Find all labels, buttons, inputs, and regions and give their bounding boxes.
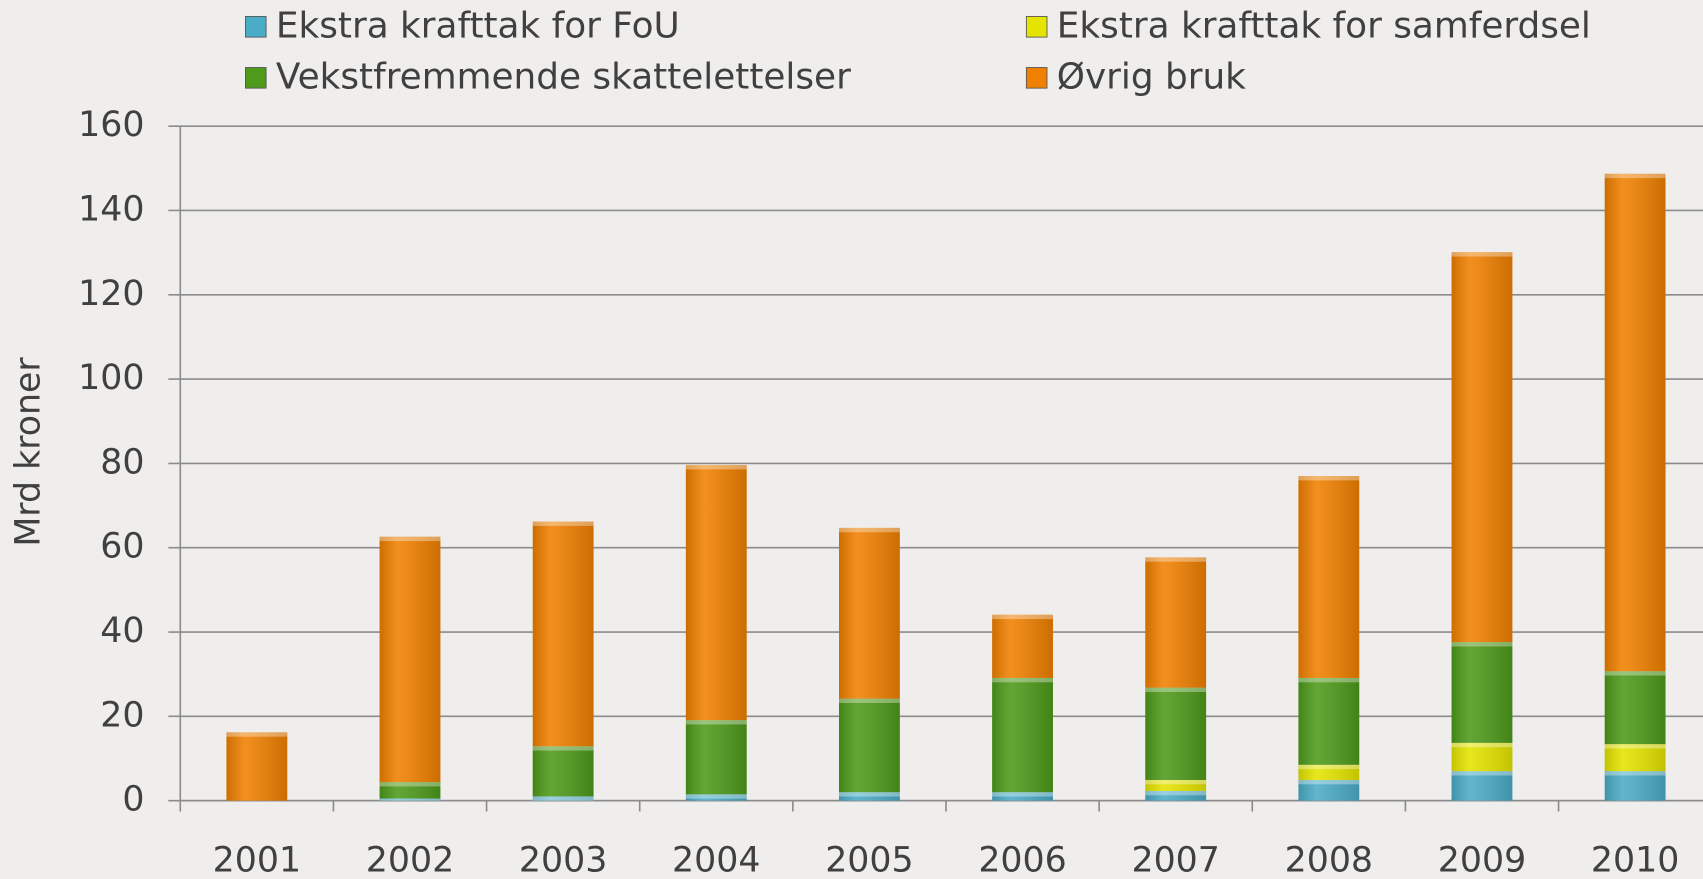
bar-shade [532, 521, 594, 747]
bar-cap [1145, 779, 1207, 785]
x-tick-label: 2002 [366, 840, 454, 879]
y-tick-label: 140 [78, 189, 144, 229]
bar-shade [839, 792, 900, 801]
bar-shade [839, 527, 900, 699]
bar-shade [1604, 771, 1666, 801]
legend-swatch [1025, 16, 1048, 38]
bar-shade [1145, 790, 1207, 801]
bar-shade [992, 614, 1053, 678]
bar-shade [1451, 642, 1513, 743]
y-tick-label: 0 [122, 780, 144, 820]
y-tick-label: 40 [100, 611, 144, 651]
bar-cap [839, 527, 900, 533]
bar-cap [1298, 677, 1360, 683]
bar-cap [1451, 252, 1513, 257]
bar-cap [379, 782, 441, 787]
bar-cap [1145, 687, 1207, 692]
x-tick-label: 2010 [1591, 840, 1679, 879]
bar-shade [379, 782, 441, 799]
bar-cap [992, 677, 1053, 683]
bar-shade [379, 536, 441, 783]
bar-cap [1451, 742, 1513, 748]
legend-label: Ekstra krafttak for FoU [276, 5, 680, 46]
x-tick-label: 2003 [519, 840, 607, 879]
y-tick-label: 80 [100, 442, 144, 482]
bar-shade [1298, 779, 1360, 801]
bar-cap [1298, 779, 1360, 785]
bar-shade [532, 796, 594, 801]
legend-swatch [1025, 67, 1048, 89]
bar-cap [532, 796, 594, 801]
bar-shade [1298, 764, 1360, 780]
x-tick-label: 2009 [1438, 840, 1526, 879]
x-tick-label: 2008 [1285, 840, 1373, 879]
bar-shade [226, 732, 288, 801]
legend-label: Ekstra krafttak for samferdsel [1057, 5, 1591, 46]
bar-shade [1145, 779, 1207, 791]
bar-shade [1298, 476, 1360, 678]
legend-swatch [245, 16, 267, 38]
y-axis-label: Mrd kroner [8, 357, 48, 547]
bar-shade [685, 794, 747, 801]
bar-cap [839, 792, 900, 797]
legend-label: Vekstfremmende skattelettelser [276, 56, 851, 97]
bar-shade [1604, 744, 1666, 772]
y-tick-label: 20 [100, 695, 144, 735]
bar-cap [1604, 173, 1666, 179]
bar-shade [379, 798, 441, 801]
x-tick-label: 2006 [978, 840, 1066, 879]
bar-shade [1145, 557, 1207, 688]
bar-cap [839, 698, 900, 703]
bar-shade [992, 792, 1053, 801]
bar-cap [685, 794, 747, 799]
bar-shade [685, 465, 747, 721]
bar-shade [1451, 252, 1513, 643]
y-tick-label: 160 [78, 105, 144, 145]
y-tick-label: 120 [78, 274, 144, 314]
y-tick-label: 100 [78, 358, 144, 398]
x-tick-label: 2004 [672, 840, 760, 879]
bar-cap [379, 536, 441, 542]
bar-cap [1298, 476, 1360, 481]
x-tick-label: 2001 [213, 840, 301, 879]
bar-cap [532, 521, 594, 526]
y-tick-label: 60 [100, 527, 144, 567]
bar-shade [1451, 742, 1513, 772]
bar-cap [992, 614, 1053, 620]
bar-cap [226, 732, 288, 737]
bar-shade [1451, 771, 1513, 801]
bar-cap [1451, 642, 1513, 647]
bar-shade [839, 698, 900, 793]
bar-cap [685, 465, 747, 470]
bar-shade [992, 677, 1053, 793]
bar-cap [379, 798, 441, 801]
bar-cap [1145, 557, 1207, 562]
bar-cap [1451, 771, 1513, 776]
bar-cap [1604, 771, 1666, 776]
x-tick-label: 2007 [1131, 840, 1219, 879]
bar-cap [1298, 764, 1360, 770]
bar-cap [532, 746, 594, 751]
bar-shade [1145, 687, 1207, 780]
legend-label: Øvrig bruk [1057, 56, 1246, 97]
legend-swatch [245, 67, 267, 89]
x-tick-label: 2005 [825, 840, 913, 879]
bar-shade [1604, 671, 1666, 745]
bar-shade [1604, 173, 1666, 672]
bar-cap [685, 720, 747, 725]
bar-shade [1298, 677, 1360, 765]
bar-shade [685, 720, 747, 795]
bar-cap [1604, 671, 1666, 676]
bar-cap [1604, 744, 1666, 749]
bar-shade [532, 746, 594, 797]
bar-cap [1145, 790, 1207, 796]
bar-cap [992, 792, 1053, 797]
